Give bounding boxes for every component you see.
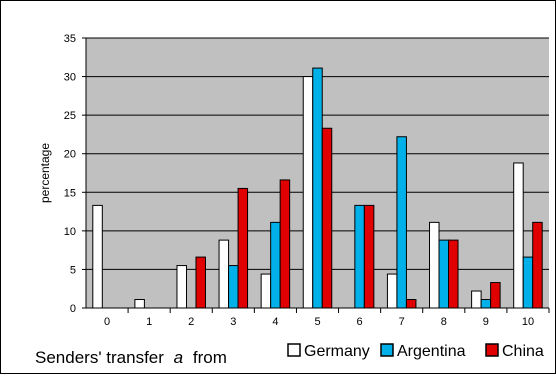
- x-tick-label: 7: [399, 316, 405, 328]
- legend-label-germany: Germany: [304, 343, 370, 360]
- x-tick-label: 1: [146, 316, 152, 328]
- bar-germany-9: [471, 290, 482, 309]
- bar-germany-5: [302, 76, 314, 309]
- bar-china-7: [405, 299, 417, 309]
- legend-label-china: China: [502, 343, 544, 360]
- bar-argentina-6: [354, 204, 365, 309]
- bar-germany-4: [260, 273, 272, 309]
- x-tick-label: 3: [230, 316, 236, 328]
- bar-argentina-7: [396, 136, 407, 309]
- bar-argentina-8: [438, 239, 450, 309]
- y-tick-label: 0: [70, 303, 76, 315]
- legend-item-germany: Germany: [287, 343, 370, 360]
- axes: [82, 37, 550, 313]
- x-tick-labels: 0 1 2 3 4 5 6 7 8 9 10: [104, 316, 534, 328]
- legend-item-china: China: [485, 343, 544, 360]
- bar-argentina-3: [228, 265, 239, 309]
- bar-china-9: [490, 282, 501, 309]
- y-tick-label: 10: [64, 226, 76, 238]
- bar-argentina-5: [312, 67, 323, 309]
- legend-swatch-argentina: [380, 343, 394, 357]
- legend: Germany Argentina China: [287, 343, 544, 360]
- bar-china-10: [532, 221, 543, 309]
- legend-swatch-china: [485, 343, 499, 357]
- bar-china-4: [279, 179, 291, 309]
- bar-argentina-10: [522, 256, 534, 309]
- x-tick-label: 5: [314, 316, 320, 328]
- x-axis-label-text: Senders' transfer: [35, 348, 164, 367]
- bar-germany-1: [134, 299, 145, 309]
- bar-china-5: [321, 127, 333, 309]
- y-tick-labels: 0 5 10 15 20 25 30 35: [64, 33, 76, 315]
- bars: [92, 67, 543, 309]
- x-tick-label: 0: [104, 316, 110, 328]
- bar-germany-2: [176, 265, 187, 309]
- bar-germany-3: [218, 239, 230, 309]
- y-tick-label: 20: [64, 149, 76, 161]
- x-tick-label: 2: [188, 316, 194, 328]
- y-tick-label: 30: [64, 72, 76, 84]
- x-tick-label: 9: [483, 316, 489, 328]
- y-tick-label: 25: [64, 110, 76, 122]
- x-axis-label: Senders' transfer a from: [35, 348, 227, 367]
- x-tick-label: 10: [522, 316, 534, 328]
- bar-china-6: [363, 204, 375, 309]
- x-tick-label: 4: [272, 316, 278, 328]
- bar-germany-7: [386, 273, 398, 309]
- x-axis-label-symbol: a: [174, 348, 183, 367]
- bar-china-3: [237, 187, 249, 309]
- bar-china-2: [195, 256, 206, 309]
- y-tick-label: 15: [64, 187, 76, 199]
- x-tick-label: 8: [441, 316, 447, 328]
- x-axis-label-suffix: from: [193, 348, 227, 367]
- bar-germany-10: [513, 162, 524, 309]
- y-tick-label: 5: [70, 264, 76, 276]
- legend-label-argentina: Argentina: [397, 343, 466, 360]
- y-axis-label: percentage: [38, 143, 52, 203]
- bar-germany-0: [92, 204, 103, 309]
- legend-swatch-germany: [287, 343, 301, 357]
- y-tick-label: 35: [64, 33, 76, 45]
- x-tick-label: 6: [357, 316, 363, 328]
- legend-item-argentina: Argentina: [380, 343, 466, 360]
- bar-argentina-4: [270, 221, 281, 309]
- bar-germany-8: [429, 221, 440, 309]
- bar-china-8: [448, 239, 459, 309]
- bar-argentina-9: [480, 299, 492, 309]
